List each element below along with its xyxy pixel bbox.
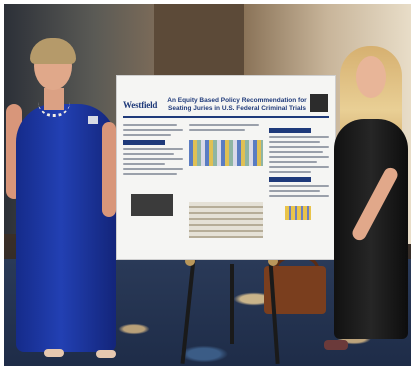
pearl-necklace xyxy=(38,102,70,117)
event-photo: Westfield An Equity Based Policy Recomme… xyxy=(4,4,411,366)
poster-column-left xyxy=(123,124,183,249)
shoe xyxy=(324,340,348,350)
research-poster: Westfield An Equity Based Policy Recomme… xyxy=(117,76,335,259)
title-divider xyxy=(123,116,329,118)
poster-figure-bars xyxy=(189,140,263,166)
seal-icon xyxy=(310,94,328,112)
person-left-arm xyxy=(102,122,116,217)
poster-title: An Equity Based Policy Recommendation fo… xyxy=(167,97,307,112)
person-left-hair xyxy=(30,38,76,64)
poster-figure-small xyxy=(285,206,311,220)
easel-knob xyxy=(268,256,278,266)
poster-column-center xyxy=(189,124,263,249)
person-left-blue-dress xyxy=(16,104,116,352)
university-logo: Westfield xyxy=(123,100,158,110)
shoe xyxy=(96,350,116,358)
person-right-black-dress xyxy=(334,119,408,339)
person-right-face xyxy=(356,56,386,98)
poster-column-right xyxy=(269,124,329,249)
shoe xyxy=(44,349,64,357)
poster-table xyxy=(189,202,263,238)
name-badge xyxy=(88,116,98,124)
poster-photo-gavel xyxy=(131,194,173,216)
easel-knob xyxy=(185,256,195,266)
easel-leg xyxy=(230,264,234,344)
